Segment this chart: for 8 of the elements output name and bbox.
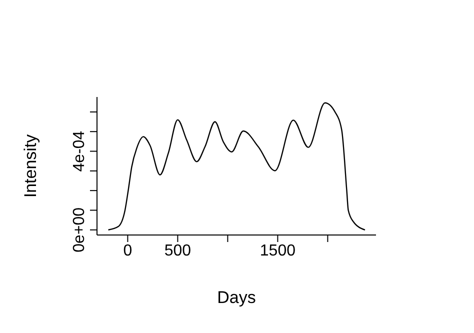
y-tick-label: 0e+00 bbox=[71, 207, 88, 252]
line-series bbox=[108, 102, 366, 230]
y-tick-label: 4e-04 bbox=[71, 130, 88, 172]
x-axis-title: Days bbox=[217, 288, 256, 307]
y-axis-title: Intensity bbox=[21, 134, 40, 198]
x-tick-label: 500 bbox=[164, 242, 192, 260]
x-tick-label: 0 bbox=[123, 242, 132, 260]
x-tick-label: 1500 bbox=[260, 242, 296, 260]
